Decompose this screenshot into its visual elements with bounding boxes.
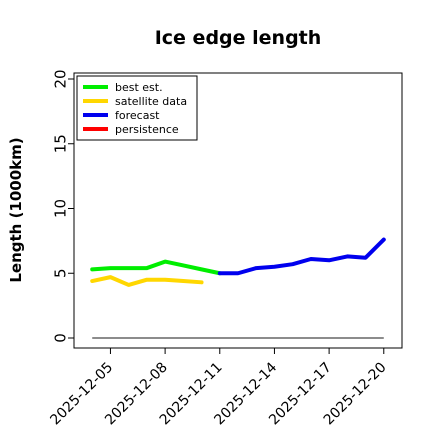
- y-tick-label: 0: [52, 333, 70, 343]
- plot-lines: [90, 237, 386, 339]
- chart-title: Ice edge length: [155, 27, 322, 49]
- y-tick-label: 15: [52, 134, 70, 153]
- y-axis: 0 5 10 15 20: [52, 69, 74, 343]
- y-tick-label: 5: [52, 268, 70, 278]
- series-line-forecast: [217, 237, 386, 276]
- x-axis: 2025-12-052025-12-082025-12-112025-12-14…: [47, 348, 390, 428]
- plot-frame: [73, 72, 403, 349]
- series-line-best-est-: [90, 259, 222, 276]
- legend-label: best est.: [115, 81, 163, 94]
- y-tick-label: 10: [52, 199, 70, 218]
- legend: best est.satellite dataforecastpersisten…: [76, 75, 198, 141]
- y-axis-label: Length (1000km): [7, 137, 25, 282]
- y-tick-label: 20: [52, 69, 70, 88]
- series-line-satellite-data: [90, 275, 204, 287]
- legend-label: persistence: [115, 123, 179, 136]
- legend-label: satellite data: [115, 95, 187, 108]
- legend-label: forecast: [115, 109, 160, 122]
